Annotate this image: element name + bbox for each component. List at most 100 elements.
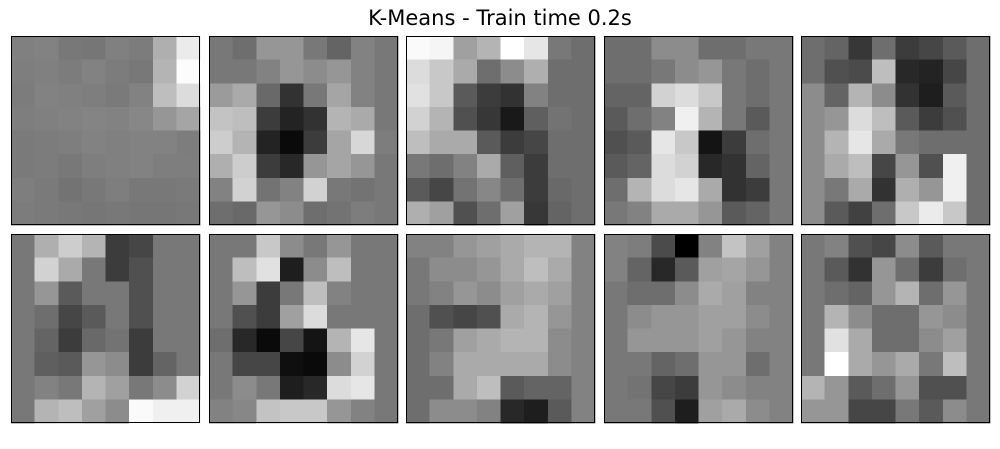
heatmap-cell	[208, 328, 233, 353]
heatmap-cell	[105, 352, 130, 377]
heatmap-cell	[58, 130, 83, 155]
heatmap-cell	[34, 106, 59, 132]
heatmap-cell	[650, 154, 675, 179]
heatmap-cell	[674, 328, 699, 353]
panel-frame	[801, 36, 990, 225]
heatmap-cell	[279, 352, 304, 377]
heatmap-cell	[453, 36, 478, 61]
heatmap-cell	[966, 154, 991, 179]
heatmap-cell	[919, 83, 944, 108]
heatmap-cell	[650, 83, 675, 108]
heatmap-cell	[627, 201, 652, 226]
heatmap-cell	[373, 130, 399, 155]
heatmap-cell	[326, 36, 351, 61]
heatmap-cell	[500, 130, 525, 155]
heatmap-cell	[627, 328, 652, 353]
heatmap-cell	[255, 328, 280, 353]
heatmap-cell	[303, 304, 328, 330]
heatmap-cell	[603, 234, 628, 259]
heatmap-cell	[824, 352, 849, 377]
heatmap-cell	[429, 106, 454, 132]
heatmap-cell	[603, 399, 628, 424]
heatmap-cell	[824, 375, 849, 400]
heatmap-cell	[373, 281, 399, 306]
heatmap-cell	[721, 36, 746, 61]
heatmap-cell	[58, 281, 83, 306]
heatmap-cell	[152, 234, 177, 259]
heatmap-cell	[745, 177, 770, 202]
heatmap-cell	[279, 399, 304, 424]
heatmap-cell	[824, 201, 849, 226]
heatmap-cell	[350, 375, 375, 400]
heatmap-cell	[81, 281, 107, 306]
heatmap-cell	[373, 201, 399, 226]
heatmap-cell	[768, 130, 794, 155]
heatmap-cell	[768, 281, 794, 306]
heatmap-cell	[326, 130, 351, 155]
heatmap-cell	[11, 234, 36, 259]
heatmap-cell	[81, 257, 107, 282]
heatmap-cell	[895, 328, 920, 353]
heatmap-cell	[129, 36, 154, 61]
heatmap-cell	[105, 328, 130, 353]
heatmap-cell	[674, 36, 699, 61]
heatmap-cell	[500, 83, 525, 108]
heatmap-cell	[476, 375, 502, 400]
heatmap-cell	[105, 375, 130, 400]
heatmap-cell	[919, 399, 944, 424]
heatmap-cell	[208, 59, 233, 84]
heatmap-cell	[603, 375, 628, 400]
heatmap-cell	[650, 59, 675, 84]
heatmap-cell	[745, 201, 770, 226]
heatmap-cell	[326, 399, 351, 424]
heatmap-cell	[848, 399, 873, 424]
heatmap-cell	[674, 59, 699, 84]
heatmap-cell	[500, 375, 525, 400]
heatmap-cell	[11, 36, 36, 61]
heatmap-cell	[176, 106, 201, 132]
heatmap-cell	[919, 177, 944, 202]
heatmap-cell	[81, 234, 107, 259]
heatmap-cell	[303, 234, 328, 259]
heatmap-cell	[801, 154, 826, 179]
heatmap-cell	[176, 399, 201, 424]
heatmap-cell	[208, 352, 233, 377]
heatmap-cell	[966, 106, 991, 132]
heatmap-cell	[58, 201, 83, 226]
heatmap-cell	[34, 304, 59, 330]
heatmap-cell	[895, 106, 920, 132]
heatmap-cell	[406, 83, 431, 108]
heatmap-cell	[571, 59, 596, 84]
heatmap-cell	[674, 352, 699, 377]
heatmap-cell	[176, 234, 201, 259]
heatmap-cell	[603, 130, 628, 155]
heatmap-cell	[176, 281, 201, 306]
heatmap-cell	[500, 36, 525, 61]
heatmap-cell	[11, 399, 36, 424]
heatmap-cell	[429, 328, 454, 353]
heatmap-cell	[721, 304, 746, 330]
heatmap-cell	[768, 154, 794, 179]
heatmap-cell	[721, 130, 746, 155]
heatmap-cell	[303, 328, 328, 353]
heatmap-cell	[152, 154, 177, 179]
heatmap-cell	[721, 375, 746, 400]
heatmap-cell	[698, 36, 723, 61]
heatmap-cell	[429, 59, 454, 84]
heatmap-cell	[373, 36, 399, 61]
heatmap-cell	[547, 201, 572, 226]
heatmap-cell	[406, 106, 431, 132]
heatmap-cell	[129, 375, 154, 400]
heatmap-cell	[801, 399, 826, 424]
heatmap-cell	[208, 130, 233, 155]
heatmap-cell	[547, 375, 572, 400]
heatmap-cell	[524, 154, 549, 179]
heatmap-cell	[11, 59, 36, 84]
heatmap-cell	[406, 375, 431, 400]
heatmap-cell	[176, 304, 201, 330]
heatmap-cell	[350, 201, 375, 226]
heatmap-cell	[152, 130, 177, 155]
heatmap-cell	[824, 106, 849, 132]
heatmap-cell	[232, 399, 257, 424]
heatmap-cell	[698, 154, 723, 179]
